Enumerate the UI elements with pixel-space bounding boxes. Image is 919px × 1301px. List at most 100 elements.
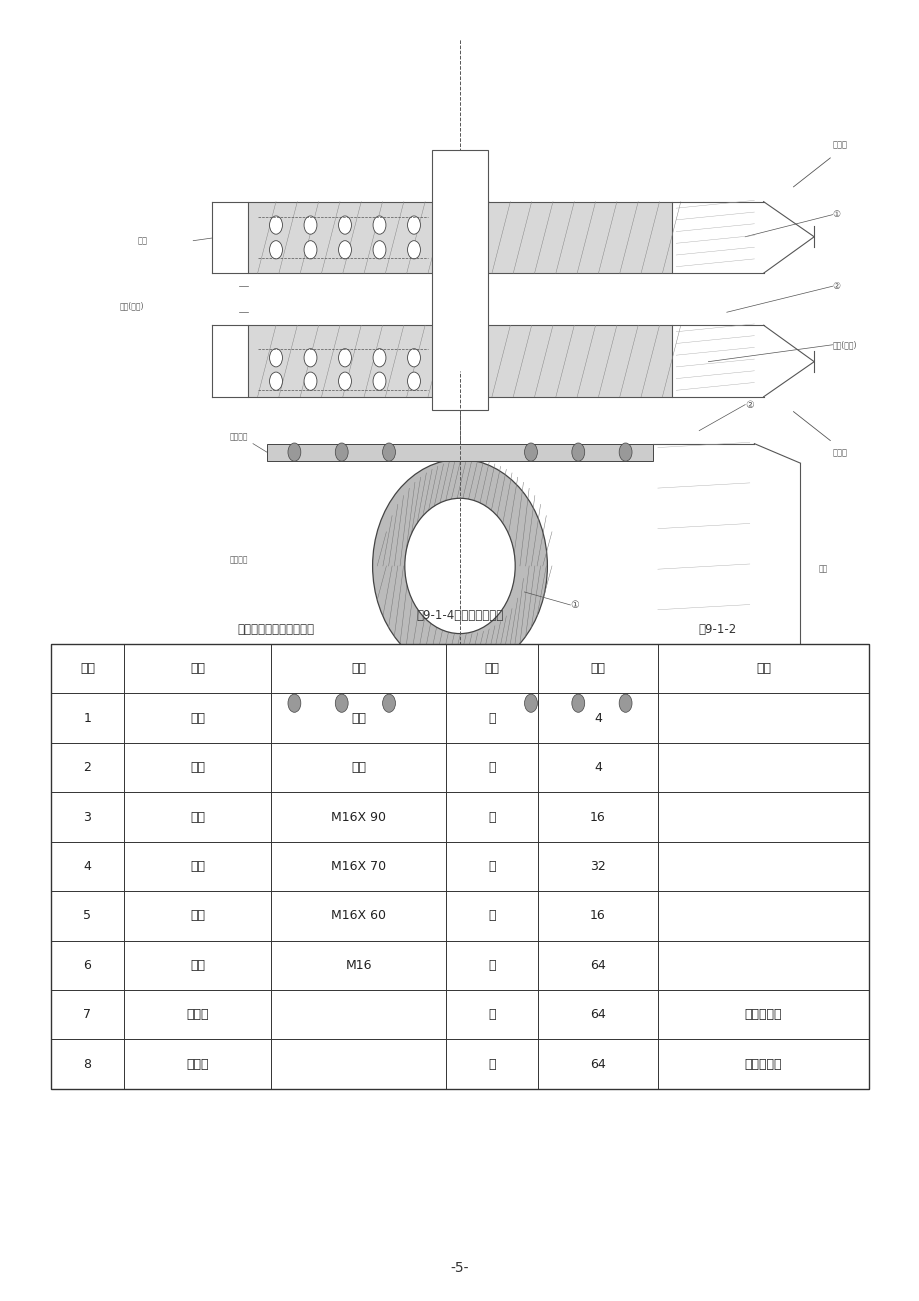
Text: 抱箍(乙型): 抱箍(乙型) [119, 302, 144, 310]
Circle shape [338, 349, 351, 367]
Text: 下弦材: 下弦材 [832, 449, 846, 458]
Text: 16: 16 [589, 909, 606, 922]
Text: 根: 根 [488, 909, 495, 922]
Text: 连接空隙: 连接空隙 [230, 556, 248, 563]
Text: 甲型: 甲型 [351, 712, 366, 725]
Text: 图9-1-4梁柱安装示意图: 图9-1-4梁柱安装示意图 [416, 609, 503, 622]
Circle shape [407, 372, 420, 390]
Circle shape [304, 349, 317, 367]
Text: ①: ① [570, 600, 579, 610]
Text: 根: 根 [488, 860, 495, 873]
Text: ①: ① [832, 211, 840, 219]
Circle shape [373, 349, 386, 367]
Text: 与螺栓配套: 与螺栓配套 [744, 1008, 781, 1021]
Text: M16: M16 [346, 959, 371, 972]
Text: 2: 2 [84, 761, 91, 774]
Text: 抱箍(乙型): 抱箍(乙型) [832, 341, 857, 349]
Text: 连接空隙: 连接空隙 [230, 433, 248, 441]
Circle shape [288, 444, 301, 462]
Bar [267, 695, 652, 712]
Text: M16X 70: M16X 70 [331, 860, 386, 873]
Circle shape [407, 216, 420, 234]
Circle shape [572, 695, 584, 713]
Circle shape [373, 372, 386, 390]
Bar [248, 325, 671, 397]
Text: 序号: 序号 [80, 662, 95, 675]
Circle shape [373, 216, 386, 234]
Text: 螺母: 螺母 [190, 959, 205, 972]
Text: 抱箌: 抱箌 [190, 761, 205, 774]
Text: 规格: 规格 [351, 662, 366, 675]
Circle shape [269, 372, 282, 390]
Text: 单位: 单位 [484, 662, 499, 675]
Text: 柱柱: 柱柱 [818, 565, 827, 574]
Text: 梁与混凝土边柱连接材料: 梁与混凝土边柱连接材料 [237, 623, 314, 636]
Circle shape [618, 444, 631, 462]
Text: 个: 个 [488, 959, 495, 972]
Circle shape [269, 216, 282, 234]
Ellipse shape [404, 498, 515, 634]
Text: 柱中心线: 柱中心线 [469, 543, 489, 550]
Circle shape [335, 444, 347, 462]
Text: 与螺栓配套: 与螺栓配套 [744, 1058, 781, 1071]
Text: 袆9-1-2: 袆9-1-2 [698, 623, 736, 636]
Circle shape [382, 444, 395, 462]
Text: 64: 64 [589, 1008, 606, 1021]
Circle shape [572, 444, 584, 462]
Circle shape [335, 695, 347, 713]
Text: 抱箌: 抱箌 [190, 712, 205, 725]
Bar [248, 202, 671, 273]
Text: 4: 4 [594, 761, 601, 774]
Circle shape [304, 372, 317, 390]
Text: 个: 个 [488, 1008, 495, 1021]
Text: 说明: 说明 [755, 662, 770, 675]
Circle shape [338, 241, 351, 259]
Text: 柱中心线: 柱中心线 [469, 751, 487, 758]
Text: 7: 7 [84, 1008, 91, 1021]
Text: 套: 套 [488, 712, 495, 725]
Circle shape [269, 349, 282, 367]
Text: 上弦材: 上弦材 [832, 141, 846, 150]
Text: 套: 套 [488, 761, 495, 774]
Circle shape [407, 349, 420, 367]
Text: 连接空隙: 连接空隙 [230, 701, 248, 709]
Circle shape [373, 241, 386, 259]
Text: 5: 5 [84, 909, 91, 922]
Text: -5-: -5- [450, 1262, 469, 1275]
Text: ②: ② [832, 282, 840, 290]
Text: 乙型: 乙型 [351, 761, 366, 774]
Circle shape [382, 695, 395, 713]
Text: 6: 6 [84, 959, 91, 972]
Text: 螺栓: 螺栓 [190, 860, 205, 873]
Bar [432, 150, 487, 410]
Text: 名称: 名称 [190, 662, 205, 675]
Text: 1: 1 [84, 712, 91, 725]
Circle shape [338, 372, 351, 390]
Ellipse shape [372, 459, 547, 673]
Text: 4: 4 [594, 712, 601, 725]
Text: M16X 90: M16X 90 [331, 811, 386, 824]
Circle shape [269, 241, 282, 259]
Text: 螺栓: 螺栓 [190, 811, 205, 824]
Bar [267, 444, 652, 461]
Circle shape [524, 444, 537, 462]
Bar [51, 644, 868, 1089]
Text: 64: 64 [589, 1058, 606, 1071]
Circle shape [524, 695, 537, 713]
Text: 螺栓: 螺栓 [190, 909, 205, 922]
Circle shape [618, 695, 631, 713]
Text: 3: 3 [84, 811, 91, 824]
Text: M16X 60: M16X 60 [331, 909, 386, 922]
Circle shape [407, 241, 420, 259]
Text: 4: 4 [84, 860, 91, 873]
Text: 数量: 数量 [590, 662, 605, 675]
Circle shape [304, 216, 317, 234]
Text: 根: 根 [488, 811, 495, 824]
Text: 支柱: 支柱 [138, 237, 148, 245]
Text: 弹簧垫: 弹簧垫 [187, 1058, 209, 1071]
Circle shape [288, 695, 301, 713]
Text: 64: 64 [589, 959, 606, 972]
Text: 个: 个 [488, 1058, 495, 1071]
Text: 8: 8 [84, 1058, 91, 1071]
Text: 平垫片: 平垫片 [187, 1008, 209, 1021]
